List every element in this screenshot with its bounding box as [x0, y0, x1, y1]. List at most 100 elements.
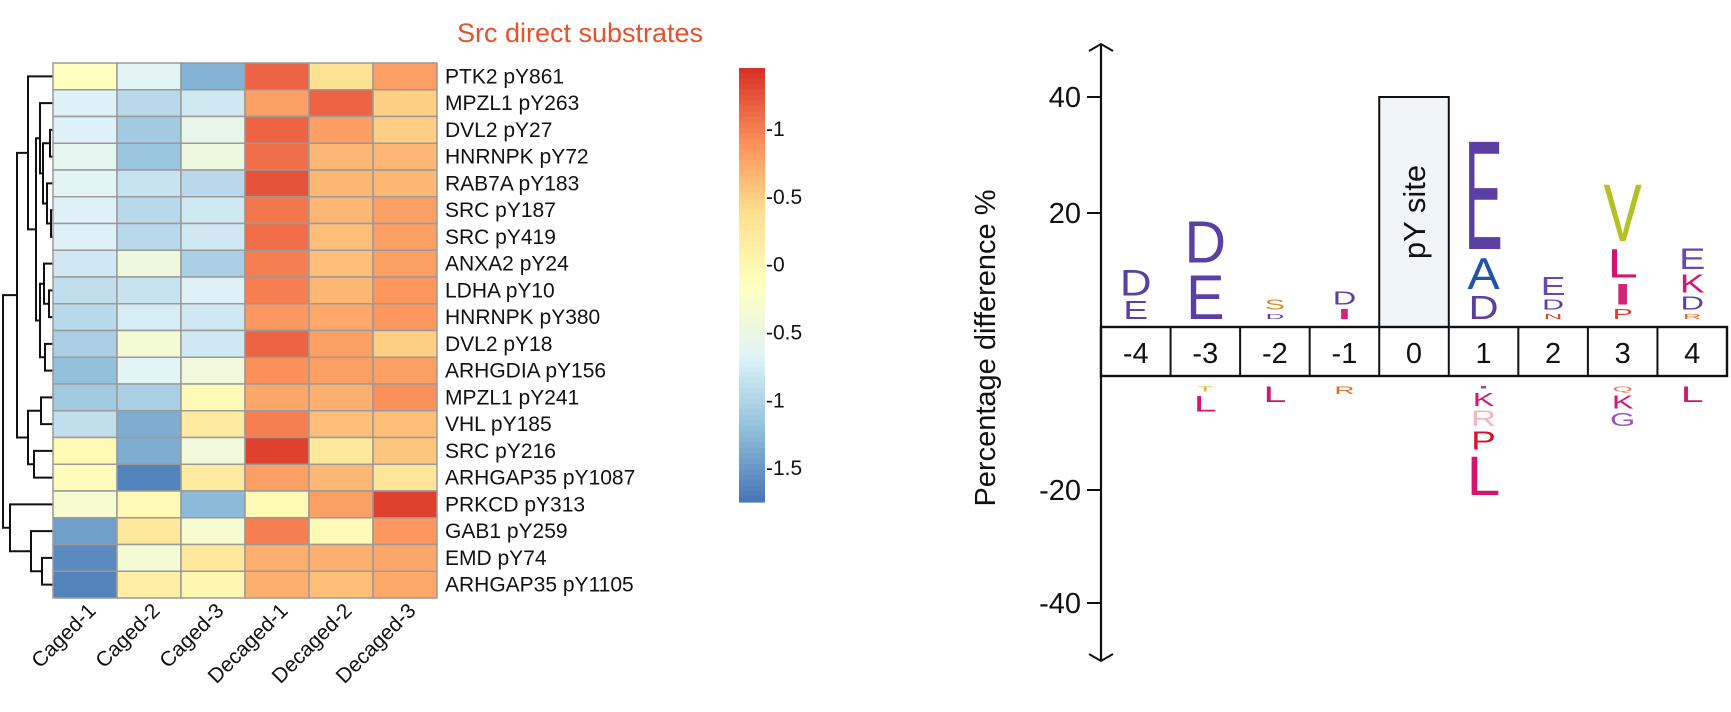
colorbar-swatch — [739, 105, 765, 112]
heatmap-cell — [180, 517, 246, 546]
colorbar-swatch — [739, 154, 765, 161]
svg-text:K: K — [1680, 269, 1705, 298]
heatmap-cell — [116, 303, 182, 332]
svg-text:L: L — [1194, 391, 1217, 416]
colorbar-tick-label: -1 — [766, 389, 785, 412]
svg-text:D: D — [1266, 313, 1285, 321]
colorbar-swatch — [739, 241, 765, 248]
colorbar-swatch — [739, 447, 765, 454]
colorbar-swatch — [739, 420, 765, 427]
column-label: Caged-2 — [91, 599, 164, 672]
heatmap-cell — [116, 222, 182, 251]
heatmap-cell — [308, 410, 374, 439]
svg-text:I: I — [1610, 278, 1636, 311]
colorbar-swatch — [739, 480, 765, 487]
heatmap-cell — [180, 329, 246, 358]
heatmap-cell — [116, 196, 182, 225]
heatmap-cell — [308, 517, 374, 546]
svg-text:E: E — [1679, 243, 1705, 276]
row-label: GAB1 pY259 — [445, 520, 568, 543]
colorbar-swatch — [739, 84, 765, 91]
heatmap-cell — [308, 62, 374, 91]
colorbar-swatch — [739, 181, 765, 188]
colorbar-swatch — [739, 95, 765, 102]
heatmap-cell — [180, 303, 246, 332]
heatmap-cell — [308, 490, 374, 519]
heatmap-cell — [116, 169, 182, 198]
heatmap-cell — [180, 543, 246, 572]
colorbar-swatch — [739, 171, 765, 178]
logo-letter-L: L — [1263, 382, 1286, 407]
logo-letter-I: I — [1610, 278, 1636, 311]
dendrogram-branch — [2, 294, 17, 529]
heatmap-cell — [244, 89, 310, 118]
heatmap-cell — [372, 463, 438, 492]
position-label: 3 — [1615, 338, 1631, 370]
heatmap-cell — [52, 222, 118, 251]
heatmap-cell — [308, 329, 374, 358]
colorbar-swatch — [739, 111, 765, 118]
logo-letter-I: I — [1335, 305, 1355, 322]
heatmap-cell — [116, 142, 182, 171]
heatmap-cell — [244, 196, 310, 225]
position-table-frame — [1099, 325, 1729, 378]
heatmap-cell — [244, 62, 310, 91]
colorbar-swatch — [739, 274, 765, 281]
colorbar-swatch — [739, 464, 765, 471]
colorbar-swatch — [739, 377, 765, 384]
svg-text:E: E — [1186, 262, 1224, 333]
heatmap-cell — [52, 196, 118, 225]
heatmap-cell — [116, 570, 182, 599]
heatmap-cell — [244, 543, 310, 572]
heatmap-cell — [372, 249, 438, 278]
heatmap-cell — [308, 276, 374, 305]
logo-letter-E: E — [1123, 296, 1148, 325]
svg-text:I: I — [1335, 305, 1355, 322]
row-label: HNRNPK pY380 — [445, 306, 600, 329]
position-label: -2 — [1262, 338, 1288, 370]
colorbar-swatch — [739, 344, 765, 351]
heatmap-cell — [244, 329, 310, 358]
heatmap-cell — [180, 436, 246, 465]
heatmap-cell — [372, 436, 438, 465]
colorbar-swatch — [739, 100, 765, 107]
heatmap-cell — [180, 89, 246, 118]
colorbar-swatch — [739, 279, 765, 286]
heatmap-cell — [308, 115, 374, 144]
heatmap-cell — [52, 115, 118, 144]
row-dendrogram — [2, 75, 53, 586]
colorbar-swatch — [739, 333, 765, 340]
colorbar-swatch — [739, 442, 765, 449]
colorbar-swatch — [739, 431, 765, 438]
colorbar-swatch — [739, 474, 765, 481]
heatmap-cell — [308, 436, 374, 465]
heatmap-cell — [372, 356, 438, 385]
colorbar-swatch — [739, 306, 765, 313]
svg-text:N: N — [1544, 313, 1563, 321]
color-legend: -1 -0.5 -0 -0.5 -1 -1.5 — [739, 68, 802, 503]
colorbar-tick-label: -0 — [766, 254, 785, 277]
heatmap-cell — [116, 490, 182, 519]
svg-text:E: E — [1541, 272, 1566, 301]
dendrogram-branch — [16, 151, 28, 439]
heatmap-cell — [244, 169, 310, 198]
colorbar-swatch — [739, 393, 765, 400]
y-axis-label: Percentage difference % — [970, 189, 1002, 506]
svg-text:D: D — [1469, 289, 1499, 326]
position-label: -3 — [1192, 338, 1218, 370]
heatmap-cell — [52, 249, 118, 278]
svg-text:Q: Q — [1613, 385, 1633, 393]
heatmap-cell — [180, 222, 246, 251]
colorbar-swatch — [739, 133, 765, 140]
colorbar-swatch — [739, 388, 765, 395]
heatmap-cell — [372, 89, 438, 118]
logo-letter-D: D — [1266, 313, 1285, 321]
svg-text:D: D — [1185, 210, 1227, 276]
heatmap-cell — [372, 570, 438, 599]
logo-letter-R: R — [1471, 407, 1496, 431]
colorbar-swatch — [739, 68, 765, 75]
svg-text:T: T — [1197, 385, 1213, 393]
colorbar-swatch — [739, 409, 765, 416]
heatmap-cell — [244, 356, 310, 385]
